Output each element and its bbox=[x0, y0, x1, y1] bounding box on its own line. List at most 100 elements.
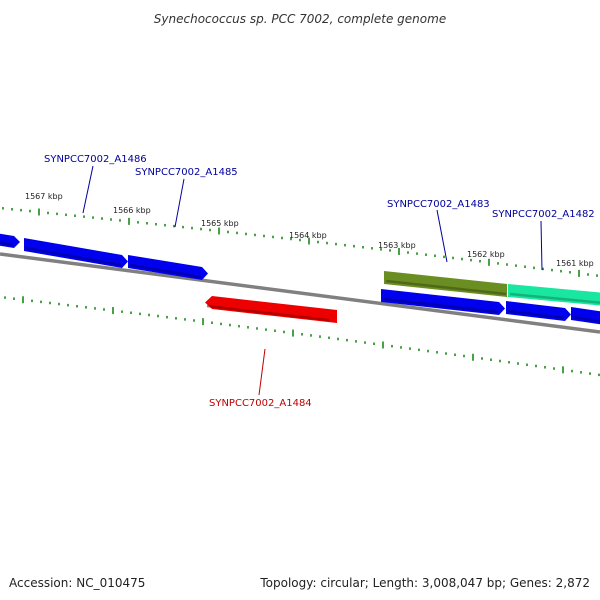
minor-tick bbox=[193, 319, 195, 322]
major-tick bbox=[472, 353, 474, 361]
genome-backbone bbox=[0, 252, 600, 334]
minor-tick bbox=[580, 371, 582, 374]
minor-tick bbox=[166, 315, 168, 319]
gene-arrow-a1483 bbox=[384, 271, 507, 297]
backbone-line bbox=[0, 252, 600, 334]
minor-tick bbox=[74, 214, 76, 217]
minor-tick bbox=[47, 211, 49, 215]
gene-arrow-a1485 bbox=[128, 255, 208, 280]
gene-arrow-lower-3-body bbox=[571, 307, 600, 325]
minor-tick bbox=[110, 218, 112, 221]
minor-tick bbox=[407, 251, 409, 254]
major-tick bbox=[38, 208, 40, 216]
major-tick bbox=[292, 329, 294, 337]
gene-arrow-a1485-shade bbox=[129, 263, 202, 279]
minor-tick bbox=[373, 342, 375, 346]
outer-tick-track bbox=[2, 207, 598, 277]
minor-tick bbox=[92, 216, 94, 219]
minor-tick bbox=[256, 327, 258, 330]
minor-tick bbox=[596, 274, 598, 277]
minor-tick bbox=[2, 207, 4, 210]
minor-tick bbox=[319, 335, 321, 338]
minor-tick bbox=[310, 334, 312, 337]
minor-tick bbox=[445, 352, 447, 355]
minor-tick bbox=[29, 209, 31, 213]
minor-tick bbox=[589, 372, 591, 375]
major-tick bbox=[202, 318, 204, 326]
minor-tick bbox=[281, 236, 283, 240]
minor-tick bbox=[67, 303, 69, 307]
minor-tick bbox=[497, 262, 499, 265]
minor-tick bbox=[94, 307, 96, 310]
minor-tick bbox=[85, 306, 87, 309]
minor-tick bbox=[544, 366, 546, 369]
minor-tick bbox=[427, 349, 429, 353]
minor-tick bbox=[535, 364, 537, 368]
minor-tick bbox=[490, 358, 492, 361]
scale-label-1562: 1562 kbp bbox=[467, 250, 505, 259]
minor-tick bbox=[301, 333, 303, 336]
minor-tick bbox=[364, 341, 366, 344]
minor-tick bbox=[461, 257, 463, 261]
minor-tick bbox=[76, 304, 78, 308]
minor-tick bbox=[290, 237, 292, 241]
minor-tick bbox=[103, 308, 105, 311]
major-tick bbox=[128, 217, 130, 225]
minor-tick bbox=[101, 217, 103, 220]
minor-tick bbox=[31, 299, 33, 303]
gene-arrow-a1482-shade bbox=[509, 292, 600, 304]
minor-tick bbox=[20, 208, 22, 212]
minor-tick bbox=[452, 256, 454, 260]
minor-tick bbox=[236, 231, 238, 235]
minor-tick bbox=[155, 222, 157, 226]
minor-tick bbox=[418, 348, 420, 352]
minor-tick bbox=[326, 241, 328, 245]
gene-arrow-partial-left-body bbox=[0, 233, 20, 248]
major-tick bbox=[562, 366, 564, 374]
gene-leader-line-a1483 bbox=[436, 209, 448, 263]
major-tick bbox=[488, 258, 490, 266]
minor-tick bbox=[335, 242, 337, 246]
minor-tick bbox=[389, 249, 391, 252]
genome-summary: Topology: circular; Length: 3,008,047 bp… bbox=[260, 576, 590, 590]
scale-label-1563: 1563 kbp bbox=[378, 241, 416, 250]
minor-tick bbox=[220, 322, 222, 326]
minor-tick bbox=[182, 225, 184, 229]
minor-tick bbox=[272, 235, 274, 239]
gene-label-a1486[interactable]: SYNPCC7002_A1486 bbox=[44, 154, 147, 165]
minor-tick bbox=[299, 238, 301, 242]
gene-arrow-partial-left-shade bbox=[0, 241, 14, 247]
gene-label-a1485[interactable]: SYNPCC7002_A1485 bbox=[135, 167, 238, 178]
minor-tick bbox=[200, 227, 202, 231]
gene-label-a1484[interactable]: SYNPCC7002_A1484 bbox=[209, 398, 312, 409]
major-tick bbox=[218, 227, 220, 235]
minor-tick bbox=[56, 212, 58, 216]
minor-tick bbox=[560, 269, 562, 273]
minor-tick bbox=[371, 247, 373, 250]
minor-tick bbox=[571, 369, 573, 373]
minor-tick bbox=[355, 340, 357, 343]
gene-label-a1483[interactable]: SYNPCC7002_A1483 bbox=[387, 199, 490, 210]
minor-tick bbox=[526, 363, 528, 367]
minor-tick bbox=[263, 234, 265, 238]
minor-tick bbox=[146, 222, 148, 225]
major-tick bbox=[578, 269, 580, 277]
major-tick bbox=[308, 237, 310, 245]
gene-leader-line-a1484 bbox=[258, 348, 266, 396]
minor-tick bbox=[148, 313, 150, 317]
minor-tick bbox=[463, 354, 465, 358]
gene-arrow-lower-3-shade bbox=[572, 315, 600, 323]
map-title: Synechococcus sp. PCC 7002, complete gen… bbox=[154, 12, 446, 26]
minor-tick bbox=[443, 255, 445, 259]
major-tick bbox=[382, 341, 384, 349]
major-tick bbox=[398, 247, 400, 255]
minor-tick bbox=[83, 215, 85, 218]
gene-arrow-lower-3 bbox=[571, 307, 600, 325]
gene-label-a1482[interactable]: SYNPCC7002_A1482 bbox=[492, 209, 595, 220]
minor-tick bbox=[209, 228, 211, 232]
minor-tick bbox=[164, 223, 166, 227]
gene-features bbox=[0, 233, 600, 325]
gene-arrow-a1486 bbox=[24, 238, 128, 268]
minor-tick bbox=[515, 264, 517, 267]
